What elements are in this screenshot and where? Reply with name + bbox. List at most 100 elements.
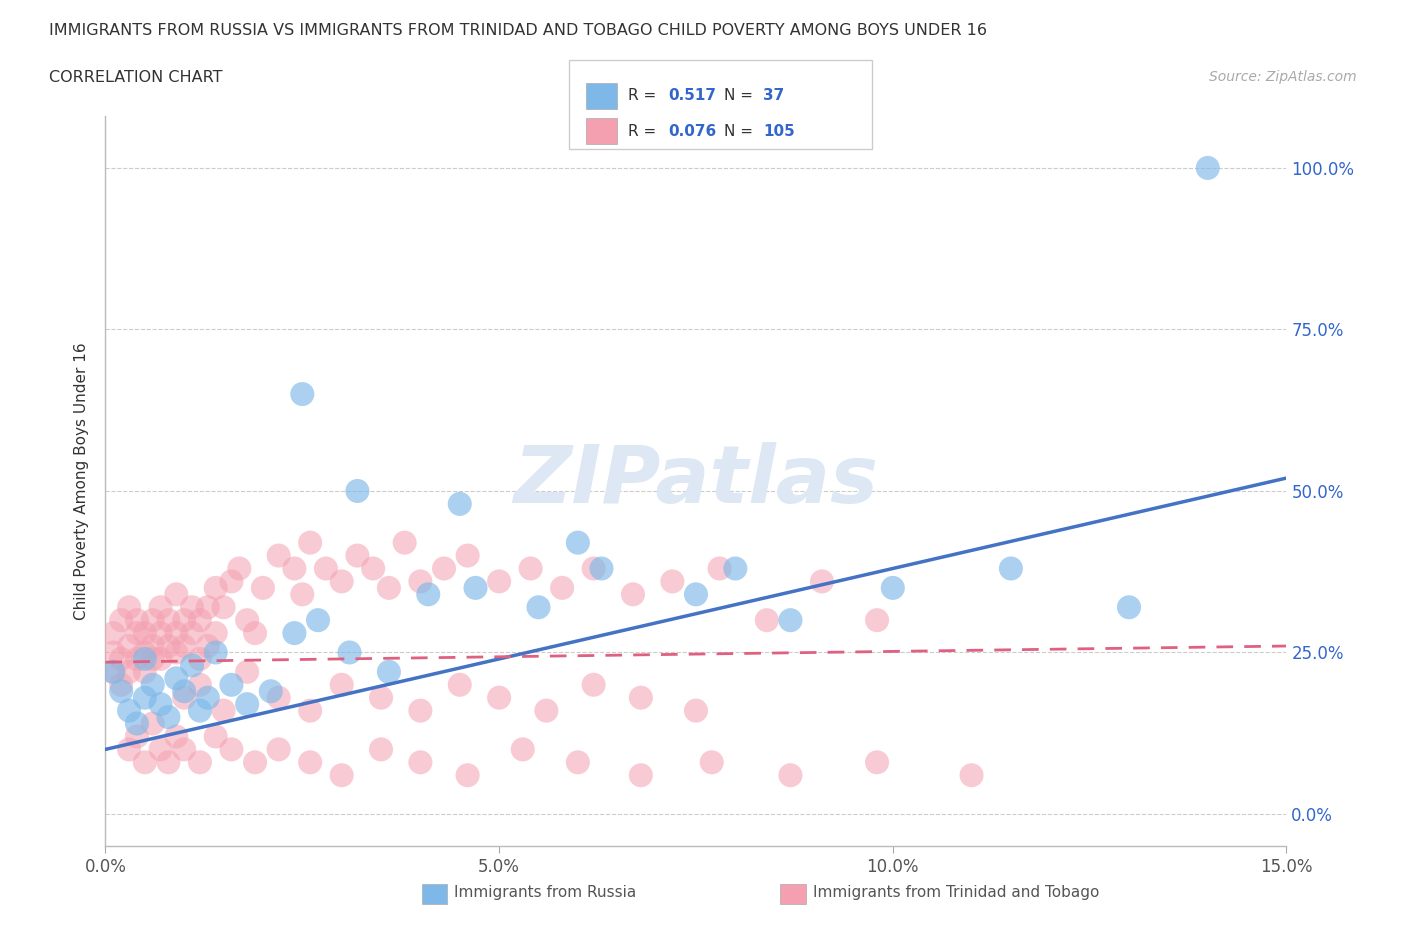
Point [118,600,141,615]
Point [110,652,132,667]
Point [142,716,165,731]
Text: 0.076: 0.076 [668,124,716,139]
Point [125,729,148,744]
Text: R =: R = [628,124,662,139]
Text: 105: 105 [763,124,796,139]
Point [299,755,322,770]
Point [134,652,156,667]
Text: 0.517: 0.517 [668,88,716,103]
Point [173,639,195,654]
Point [755,613,778,628]
Point [228,561,250,576]
Point [243,755,266,770]
Point [339,645,361,660]
Point [197,690,219,705]
Point [1197,161,1219,176]
Point [134,664,156,679]
Point [464,580,486,595]
Point [142,677,165,692]
Point [519,561,541,576]
Point [173,684,195,698]
Point [418,587,440,602]
Point [307,613,329,628]
Point [488,690,510,705]
Point [330,768,353,783]
Point [188,677,211,692]
Point [125,613,148,628]
Point [346,484,368,498]
Point [361,561,384,576]
Point [621,587,644,602]
Point [866,755,889,770]
Text: N =: N = [724,124,758,139]
Point [536,703,558,718]
Point [157,613,180,628]
Point [165,729,187,744]
Point [370,742,392,757]
Point [1118,600,1140,615]
Point [394,535,416,550]
Text: R =: R = [628,88,662,103]
Point [173,613,195,628]
Point [181,600,204,615]
Point [149,697,172,711]
Point [204,626,226,641]
Point [110,613,132,628]
Point [551,580,574,595]
Point [142,652,165,667]
Point [267,742,290,757]
Point [409,755,432,770]
Point [165,671,187,685]
Point [243,626,266,641]
Point [118,639,141,654]
Point [149,626,172,641]
Point [149,652,172,667]
Point [866,613,889,628]
Point [212,600,235,615]
Point [252,580,274,595]
Point [960,768,983,783]
Text: 37: 37 [763,88,785,103]
Point [630,768,652,783]
Point [330,574,353,589]
Point [315,561,337,576]
Point [103,664,125,679]
Point [582,561,605,576]
Point [188,703,211,718]
Point [188,755,211,770]
Point [165,587,187,602]
Point [685,587,707,602]
Point [661,574,683,589]
Point [512,742,534,757]
Point [173,742,195,757]
Point [103,645,125,660]
Point [197,639,219,654]
Text: N =: N = [724,88,758,103]
Point [125,626,148,641]
Point [457,768,479,783]
Point [110,677,132,692]
Point [582,677,605,692]
Point [346,548,368,563]
Point [409,703,432,718]
Point [181,658,204,672]
Point [118,664,141,679]
Point [142,639,165,654]
Point [204,729,226,744]
Point [724,561,747,576]
Point [236,664,259,679]
Point [700,755,723,770]
Text: Immigrants from Russia: Immigrants from Russia [454,885,637,900]
Point [567,755,589,770]
Point [488,574,510,589]
Text: CORRELATION CHART: CORRELATION CHART [49,70,222,85]
Point [173,690,195,705]
Point [811,574,834,589]
Point [165,626,187,641]
Point [630,690,652,705]
Point [685,703,707,718]
Point [125,652,148,667]
Point [157,755,180,770]
Point [779,613,801,628]
Point [157,710,180,724]
